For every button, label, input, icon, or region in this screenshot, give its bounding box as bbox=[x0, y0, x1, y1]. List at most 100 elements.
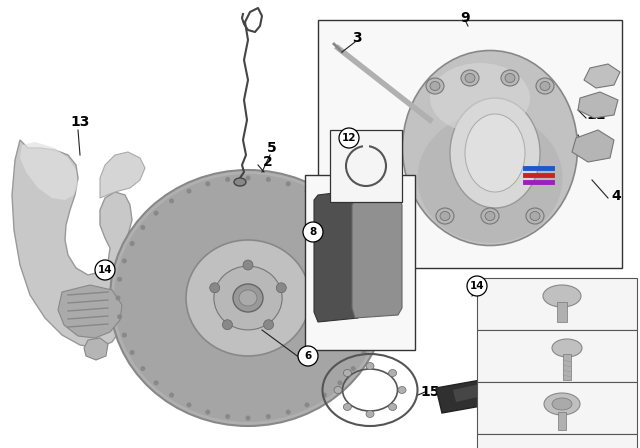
Bar bbox=[305, 175, 415, 350]
Polygon shape bbox=[20, 142, 78, 200]
Bar bbox=[477, 382, 637, 434]
Ellipse shape bbox=[122, 332, 127, 338]
Ellipse shape bbox=[154, 211, 159, 215]
Ellipse shape bbox=[115, 296, 120, 301]
Bar bbox=[563, 354, 571, 380]
Circle shape bbox=[298, 346, 318, 366]
Ellipse shape bbox=[526, 208, 544, 224]
Ellipse shape bbox=[186, 189, 191, 194]
Polygon shape bbox=[453, 380, 500, 402]
Ellipse shape bbox=[334, 387, 342, 393]
Text: 9: 9 bbox=[460, 11, 470, 25]
Polygon shape bbox=[584, 64, 620, 88]
Polygon shape bbox=[578, 92, 618, 118]
Ellipse shape bbox=[276, 283, 286, 293]
Ellipse shape bbox=[264, 320, 273, 330]
Ellipse shape bbox=[266, 414, 271, 419]
Ellipse shape bbox=[481, 208, 499, 224]
Ellipse shape bbox=[122, 258, 127, 263]
Ellipse shape bbox=[540, 82, 550, 90]
Ellipse shape bbox=[426, 78, 444, 94]
Ellipse shape bbox=[234, 178, 246, 186]
Ellipse shape bbox=[530, 211, 540, 220]
Ellipse shape bbox=[501, 70, 519, 86]
Polygon shape bbox=[100, 152, 145, 198]
Ellipse shape bbox=[351, 366, 356, 371]
Ellipse shape bbox=[376, 296, 381, 301]
Ellipse shape bbox=[369, 258, 374, 263]
Text: 14: 14 bbox=[98, 265, 112, 275]
Ellipse shape bbox=[430, 82, 440, 90]
Ellipse shape bbox=[440, 211, 450, 220]
Polygon shape bbox=[314, 190, 362, 322]
Ellipse shape bbox=[223, 320, 232, 330]
Bar bbox=[477, 278, 637, 330]
Ellipse shape bbox=[465, 114, 525, 192]
Circle shape bbox=[95, 260, 115, 280]
Ellipse shape bbox=[205, 409, 211, 415]
Text: 6: 6 bbox=[305, 351, 312, 361]
Ellipse shape bbox=[225, 177, 230, 182]
Ellipse shape bbox=[388, 404, 397, 410]
Bar bbox=[477, 434, 637, 448]
Text: 4: 4 bbox=[611, 189, 621, 203]
Ellipse shape bbox=[169, 392, 174, 397]
Text: 5: 5 bbox=[267, 141, 277, 155]
Ellipse shape bbox=[210, 283, 220, 293]
Ellipse shape bbox=[285, 181, 291, 186]
Polygon shape bbox=[352, 195, 402, 318]
Ellipse shape bbox=[461, 70, 479, 86]
Ellipse shape bbox=[403, 51, 577, 246]
Bar bbox=[558, 412, 566, 430]
Ellipse shape bbox=[544, 393, 580, 415]
Ellipse shape bbox=[239, 290, 257, 306]
Text: 10: 10 bbox=[586, 138, 605, 152]
Ellipse shape bbox=[337, 211, 342, 215]
Polygon shape bbox=[58, 285, 122, 338]
Circle shape bbox=[339, 128, 359, 148]
Ellipse shape bbox=[450, 98, 540, 208]
Ellipse shape bbox=[436, 208, 454, 224]
Bar bbox=[557, 302, 567, 322]
Ellipse shape bbox=[552, 339, 582, 357]
Ellipse shape bbox=[369, 332, 374, 338]
Text: 2: 2 bbox=[263, 155, 273, 169]
Ellipse shape bbox=[485, 211, 495, 220]
Ellipse shape bbox=[140, 225, 145, 230]
Ellipse shape bbox=[110, 170, 386, 426]
Ellipse shape bbox=[114, 174, 382, 422]
Ellipse shape bbox=[117, 314, 122, 319]
Bar bbox=[330, 130, 402, 202]
Ellipse shape bbox=[225, 414, 230, 419]
Ellipse shape bbox=[344, 404, 351, 410]
Text: 14: 14 bbox=[470, 281, 484, 291]
Ellipse shape bbox=[552, 398, 572, 410]
Text: 12: 12 bbox=[352, 131, 372, 145]
Ellipse shape bbox=[543, 285, 581, 307]
Text: 15: 15 bbox=[420, 385, 440, 399]
Ellipse shape bbox=[388, 370, 397, 376]
Ellipse shape bbox=[374, 314, 379, 319]
Polygon shape bbox=[84, 338, 108, 360]
Ellipse shape bbox=[536, 78, 554, 94]
Ellipse shape bbox=[337, 380, 342, 385]
Polygon shape bbox=[572, 130, 614, 162]
Bar bbox=[477, 330, 637, 382]
Ellipse shape bbox=[505, 73, 515, 82]
Ellipse shape bbox=[243, 260, 253, 270]
Ellipse shape bbox=[305, 189, 310, 194]
Ellipse shape bbox=[417, 113, 563, 243]
Ellipse shape bbox=[205, 181, 211, 186]
Text: 11: 11 bbox=[586, 108, 605, 122]
Ellipse shape bbox=[366, 410, 374, 418]
Text: 8: 8 bbox=[309, 227, 317, 237]
Ellipse shape bbox=[266, 177, 271, 182]
Circle shape bbox=[303, 222, 323, 242]
Ellipse shape bbox=[362, 350, 366, 355]
Text: 488985: 488985 bbox=[545, 435, 588, 445]
Ellipse shape bbox=[233, 284, 263, 312]
Ellipse shape bbox=[154, 380, 159, 385]
Ellipse shape bbox=[366, 362, 374, 370]
Ellipse shape bbox=[322, 392, 327, 397]
Ellipse shape bbox=[344, 370, 351, 376]
